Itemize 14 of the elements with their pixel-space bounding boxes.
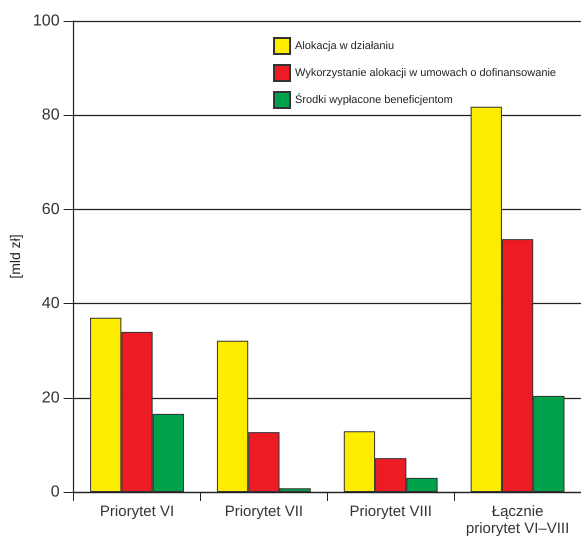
x-tick-label: Priorytet VII	[224, 503, 304, 520]
y-tick-label: 80	[42, 106, 60, 124]
x-tick-label: Łącznie priorytet VI–VIII	[466, 503, 570, 537]
x-tick-label: Priorytet VI	[100, 503, 174, 520]
legend-label: Alokacja w działaniu	[295, 40, 394, 52]
y-tick-label: 20	[42, 389, 60, 406]
legend-label: Środki wypłacone beneficjentom	[295, 93, 453, 106]
y-tick-label: 0	[50, 484, 60, 500]
y-tick-label: 60	[42, 200, 60, 218]
y-tick-label: 40	[42, 295, 60, 312]
legend-label: Wykorzystanie alokacji w umowach o dofinansowanie	[295, 67, 556, 79]
x-tick-label: Priorytet VIII	[349, 503, 432, 520]
y-axis-title: [mld zł]	[7, 234, 23, 279]
y-tick-label: 100	[32, 12, 60, 30]
